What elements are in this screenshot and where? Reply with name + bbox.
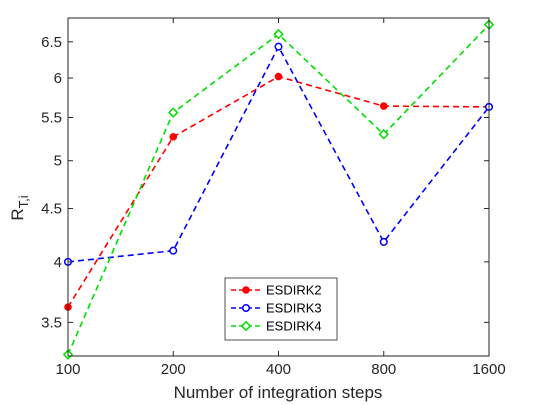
legend-item-esdirk2: ESDIRK2	[231, 283, 322, 298]
legend-marker-esdirk2	[242, 286, 250, 294]
data-point-esdirk3	[169, 246, 178, 255]
legend-label-esdirk3: ESDIRK3	[266, 301, 322, 316]
y-tick-label: 6	[54, 70, 62, 87]
data-point-esdirk2	[169, 133, 178, 141]
data-point-esdirk4	[273, 28, 284, 40]
data-point-esdirk3	[379, 237, 388, 246]
legend-item-esdirk4: ESDIRK4	[231, 319, 322, 334]
legend-label-esdirk2: ESDIRK2	[266, 283, 322, 298]
y-tick-label: 5	[54, 153, 62, 170]
data-point-esdirk2	[274, 72, 283, 81]
tick-marks	[67, 18, 490, 356]
x-tick-label: 200	[161, 361, 186, 378]
y-axis-title-main: R	[8, 208, 27, 220]
x-tick-label: 1600	[472, 361, 505, 378]
legend-item-esdirk3: ESDIRK3	[231, 301, 322, 316]
legend-label-esdirk4: ESDIRK4	[266, 319, 322, 334]
y-tick-label: 4	[54, 254, 62, 271]
x-tick-labels: 100 200 400 800 1600	[55, 361, 505, 378]
y-tick-label: 3.5	[41, 314, 62, 331]
y-tick-labels: 3.5 4 4.5 5 5.5 6 6.5	[41, 34, 62, 332]
y-tick-label: 4.5	[41, 200, 62, 217]
x-tick-label: 100	[55, 361, 80, 378]
x-tick-label: 400	[266, 361, 291, 378]
data-point-esdirk2	[379, 102, 388, 110]
svg-text:RT,i: RT,i	[8, 195, 31, 220]
y-tick-label: 6.5	[41, 34, 62, 51]
x-axis-title: Number of integration steps	[174, 383, 383, 402]
data-point-esdirk3	[274, 42, 283, 51]
data-point-esdirk4	[378, 129, 390, 140]
y-axis-title-subscript: T,i	[16, 195, 31, 208]
data-point-esdirk4	[167, 107, 179, 118]
legend-marker-esdirk3	[241, 303, 251, 313]
y-tick-label: 5.5	[41, 110, 62, 127]
legend-marker-esdirk4	[240, 320, 252, 332]
y-axis-title: RT,i	[8, 195, 31, 220]
x-tick-label: 800	[371, 361, 396, 378]
legend: ESDIRK2 ESDIRK3 ESDIRK4	[224, 277, 338, 341]
